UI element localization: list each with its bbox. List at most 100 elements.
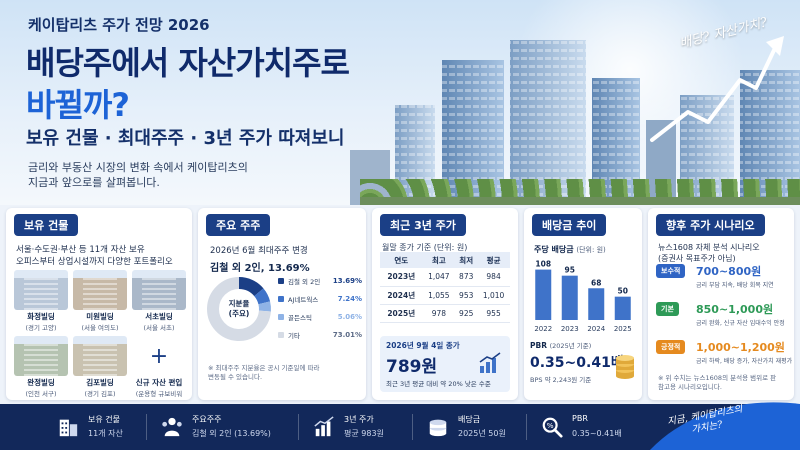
price-table-cell: 984 [477,268,510,287]
legend-name: 기타 [288,332,300,340]
property-name: 화정빌딩 [27,312,55,321]
property-location: (운용형 규보비워 등) [135,390,183,398]
dividend-header: 배당금 추이 [532,214,607,236]
coin-stack-icon [429,419,447,437]
shareholder-footnote-line2: 변동될 수 있습니다. [208,373,263,381]
price-table-row: 2025년 978 925 955 [380,304,510,323]
scenario-tag: 보수적 [656,264,686,278]
dividend-year-label: 2022 [534,325,552,333]
scenario-footnote-line1: ※ 위 수치는 뉴스1608의 분석용 범위로 판 [658,374,777,382]
legend-swatch [278,314,284,320]
page-description: 금리와 부동산 시장의 변화 속에서 케이탑리츠의 지금과 앞으로를 살펴봅니다… [28,160,328,190]
summary-divider [298,414,299,440]
dividend-year-label: 2023 [561,325,579,333]
property-photo [14,336,68,376]
pbr-box: PBR (2025년 기준) 0.35~0.41배 BPS 약 2,243원 기… [530,340,636,394]
scenario-card: 향후 주가 시나리오 뉴스1608 자체 분석 시나리오 (증권사 목표주가 아… [648,208,794,400]
property-item: 화정빌딩 (경기 고양) [14,270,68,332]
legend-row: AJ네트웍스 7.24% [278,290,362,308]
scenario-value: 850~1,000원 [696,303,774,316]
pbr-note: BPS 약 2,243원 기준 [530,376,592,384]
shareholder-donut: 지분율 (주요) [204,274,274,344]
price-table-cell: 2023년 [380,268,423,287]
dividend-bar [535,269,552,320]
page-title-line1: 배당주에서 자산가치주로 [26,44,350,82]
property-name: 신규 자산 편입 [135,378,183,387]
holdings-header: 보유 건물 [14,214,79,236]
price-table-cell: 955 [477,304,510,323]
description-line2: 지금과 앞으로를 살펴봅니다. [28,176,160,189]
summary-label: 보유 건물 [88,415,120,424]
donut-center-line2: (주요) [228,309,250,318]
summary-label: 주요주주 [192,415,222,424]
scenario-item: 기본 850~1,000원 금리 완화, 신규 자산 임대수익 안정 [656,300,788,332]
dividend-bar [561,275,578,320]
scenario-tag: 긍정적 [656,340,686,354]
property-photo [73,270,127,310]
price-table-column: 최저 [455,252,478,268]
property-grid: 화정빌딩 (경기 고양) 미원빌딩 (서울 여의도) 서초빌딩 (서울 서초) 완정빌딩 (인… [14,270,186,400]
price-table-row: 2024년 1,055 953 1,010 [380,286,510,305]
property-item: 미원빌딩 (서울 여의도) [73,270,127,332]
shareholder-card: 주요 주주 2026년 6월 최대주주 변경 김철 외 2인, 13.69% 지… [198,208,366,400]
dividend-label-unit: (단위: 원) [576,246,606,254]
bar-trend-icon [479,352,501,373]
property-photo [73,336,127,376]
price-table-column: 평균 [477,252,510,268]
summary-value: 0.35~0.41배 [572,429,622,438]
legend-value: 73.01% [332,331,362,339]
summary-divider [526,414,527,440]
shareholder-change-note: 2026년 6월 최대주주 변경 [210,246,308,256]
price-table-cell: 978 [422,304,456,323]
scenario-header: 향후 주가 시나리오 [656,214,765,236]
dividend-bar [588,288,605,320]
pbr-label-note: (2025년 기준) [549,342,592,350]
donut-center-line1: 지분율 [228,299,250,308]
scenario-tag: 기본 [656,302,679,316]
legend-row: 김철 외 2인 13.69% [278,272,362,290]
shareholder-legend: 김철 외 2인 13.69% AJ네트웍스 7.24% 골든스틱 5.06% 기타 73.01… [278,272,362,344]
property-location: (서울 서초) [143,324,175,332]
dividend-bar-chart: 108 2022 95 2023 68 2024 50 2025 [534,260,632,333]
holdings-card: 보유 건물 서울·수도권·부산 등 11개 자산 보유 오피스부터 상업시설까지… [6,208,192,400]
property-name: 완정빌딩 [27,378,55,387]
summary-divider [412,414,413,440]
scenario-note: 금리 부담 지속, 배당 회복 지연 [696,282,774,289]
hero-section: 케이탑리츠 주가 전망 2026 배당주에서 자산가치주로 바뀔까? 보유 건물… [0,0,800,205]
legend-row: 골든스틱 5.06% [278,308,362,326]
dividend-year-label: 2025 [614,325,632,333]
property-name: 미원빌딩 [86,312,114,321]
property-location: (경기 김포) [84,390,116,398]
price-table-column: 최고 [422,252,456,268]
dividend-bar [614,296,631,320]
price-table-body: 2023년 1,047 873 984 2024년 1,055 953 1,010 2025년 9… [380,268,510,323]
property-item: 김포빌딩 (경기 김포) [73,336,127,400]
shareholder-footnote: ※ 최대주주 지분율은 공시 기준일에 따라 변동될 수 있습니다. [208,364,358,382]
price-card: 최근 3년 주가 월말 종가 기준 (단위: 원) 연도 최고 최저 평균 2023년… [372,208,518,400]
chart-icon [314,416,334,437]
scenario-footnote-line2: 참고용 시나리오입니다. [658,383,722,391]
price-unit: 월말 종가 기준 (단위: 원) [382,243,468,252]
price-table-cell: 2025년 [380,304,423,323]
scenario-item: 보수적 700~800원 금리 부담 지속, 배당 회복 지연 [656,262,788,294]
holdings-intro-line2: 오피스부터 상업시설까지 다양한 포트폴리오 [16,257,173,267]
price-header: 최근 3년 주가 [380,214,466,236]
summary-value: 평균 983원 [344,429,384,438]
legend-swatch [278,296,284,302]
scenario-intro-line1: 뉴스1608 자체 분석 시나리오 [658,243,760,252]
summary-value: 김철 외 2인 (13.69%) [192,429,271,438]
legend-value: 13.69% [332,277,362,285]
dividend-value-label: 50 [618,287,628,296]
recent-close-box: 2026년 9월 4일 종가 789원 최근 3년 평균 대비 약 20% 낮은… [380,336,510,392]
page-title-line2: 바뀔까? [26,86,130,124]
ground-strip [360,197,800,205]
price-table-cell: 953 [455,286,478,305]
property-photo [132,270,186,310]
coins-icon [616,355,634,379]
dividend-value-label: 108 [535,260,551,269]
scenario-intro-line2: (증권사 목표주가 아님) [658,254,736,263]
price-table-header: 연도 최고 최저 평균 [380,252,510,268]
shareholder-footnote-line1: ※ 최대주주 지분율은 공시 기준일에 따라 [208,364,320,372]
donut-chart [207,277,271,341]
largest-shareholder: 김철 외 2인, 13.69% [210,263,310,274]
